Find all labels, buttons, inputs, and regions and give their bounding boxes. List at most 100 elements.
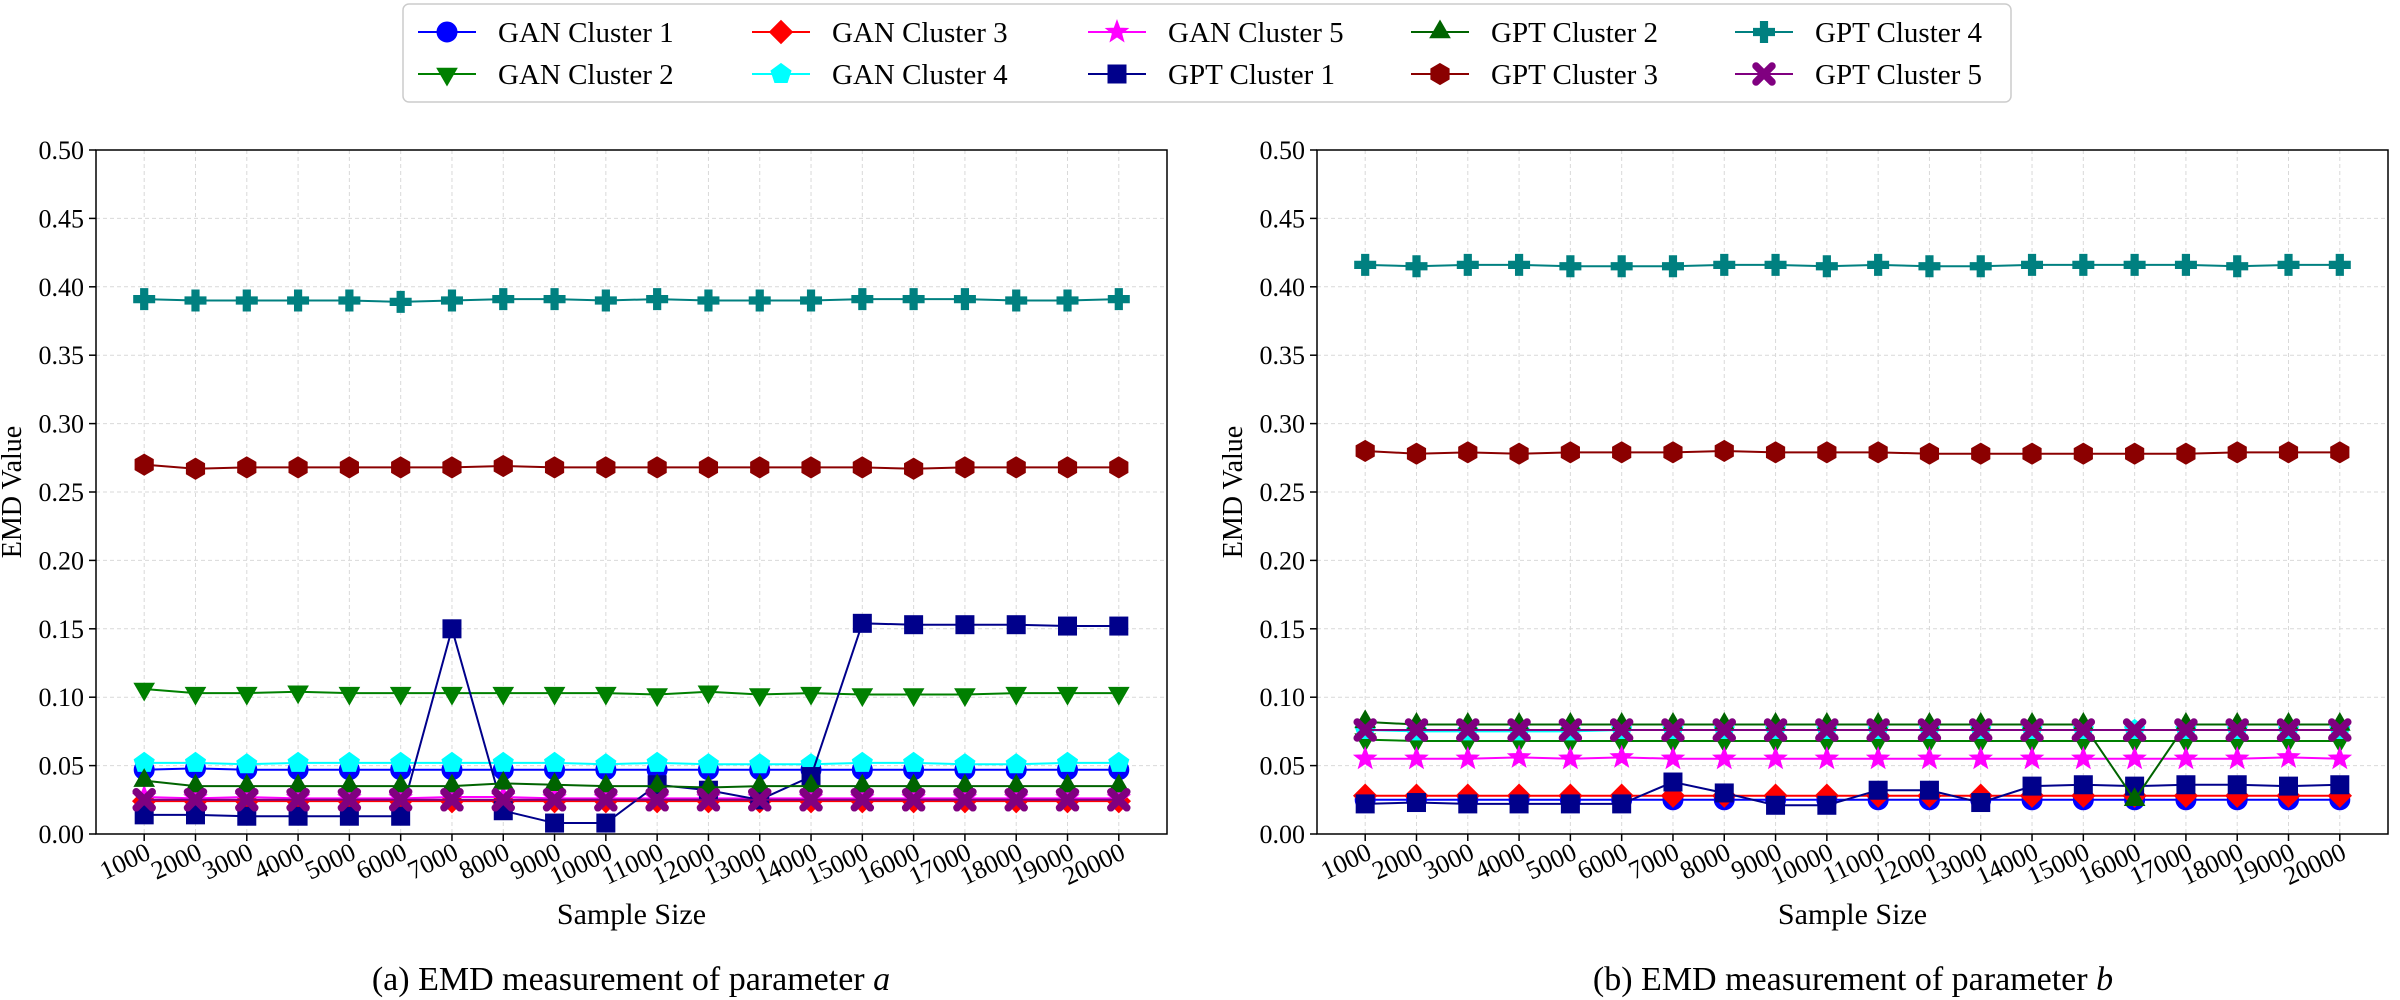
data-point-gpt3 [2278, 441, 2299, 464]
data-point-gpt1 [1663, 772, 1683, 792]
data-point-gpt4 [440, 289, 463, 312]
data-point-gpt4 [2277, 253, 2300, 276]
data-point-gpt4 [1610, 255, 1633, 278]
data-point-gpt5 [1763, 718, 1788, 742]
data-point-gpt3 [852, 456, 872, 479]
grid [96, 149, 1167, 835]
data-point-gpt4 [1661, 255, 1684, 278]
legend-marker-gpt3 [1430, 62, 1450, 86]
data-point-gan2 [595, 686, 617, 706]
data-point-gpt5 [2174, 718, 2198, 742]
data-point-gpt4 [287, 289, 310, 312]
data-point-gpt5 [1353, 718, 1377, 742]
data-point-gpt4 [2123, 253, 2146, 276]
data-point-gpt5 [1004, 788, 1028, 812]
data-point-gpt3 [801, 456, 821, 479]
data-point-gpt5 [337, 788, 362, 812]
data-point-gpt3 [1458, 441, 1478, 464]
series-gan1 [133, 757, 1130, 781]
data-point-gpt4 [697, 289, 720, 312]
y-tick-label: 0.50 [1260, 136, 1306, 165]
data-point-gan2 [902, 688, 925, 707]
data-point-gan4 [1056, 751, 1079, 772]
x-tick-label: 4000 [1470, 837, 1529, 885]
y-tick-label: 0.20 [39, 546, 85, 575]
y-tick-label: 0.10 [39, 683, 85, 712]
data-point-gpt1 [1612, 794, 1632, 814]
data-point-gpt4 [1969, 255, 1992, 278]
data-point-gpt5 [1712, 718, 1737, 742]
data-point-gan2 [441, 686, 463, 706]
legend-label-gan5: GAN Cluster 5 [1168, 17, 1344, 49]
data-point-gpt4 [1713, 253, 1736, 276]
x-tick-label: 1000 [1316, 837, 1375, 885]
data-point-gpt1 [2227, 775, 2247, 795]
data-point-gpt5 [2020, 718, 2044, 742]
series-gpt4 [1354, 253, 2351, 278]
x-tick-label: 6000 [1573, 837, 1632, 885]
data-point-gpt3 [904, 457, 924, 480]
data-point-gpt4 [235, 289, 258, 312]
y-tick-label: 0.20 [1260, 546, 1306, 575]
data-point-gpt3 [1714, 439, 1734, 463]
y-tick-label: 0.40 [1260, 273, 1306, 302]
data-point-gpt4 [1764, 253, 1787, 276]
caption-variable: a [873, 961, 890, 998]
data-point-gan4 [338, 751, 360, 772]
x-tick-label: 6000 [352, 837, 411, 885]
data-point-gpt4 [1405, 255, 1428, 278]
y-tick-label: 0.45 [39, 204, 85, 233]
legend-marker-gpt5 [1752, 62, 1776, 86]
data-point-gan2 [1005, 686, 1028, 706]
data-point-gpt5 [645, 788, 669, 812]
data-point-gpt5 [850, 788, 875, 812]
data-point-gpt2 [1005, 773, 1028, 793]
data-point-gan5 [2173, 745, 2199, 770]
data-point-gpt3 [2073, 442, 2093, 465]
data-point-gan5 [2327, 745, 2353, 770]
data-point-gpt1 [2279, 776, 2299, 796]
data-point-gpt3 [1560, 441, 1580, 464]
data-point-gpt4 [492, 288, 515, 311]
data-point-gpt5 [388, 788, 413, 812]
legend-marker-gan5 [1104, 19, 1130, 43]
data-point-gpt4 [543, 288, 566, 311]
data-point-gpt3 [955, 456, 975, 479]
data-point-gpt2 [184, 773, 207, 793]
data-point-gpt2 [800, 773, 822, 793]
data-point-gpt4 [646, 288, 669, 311]
series-gpt1 [1355, 772, 2350, 815]
data-point-gan4 [749, 753, 771, 774]
data-point-gpt5 [1404, 718, 1429, 742]
data-point-gpt1 [2073, 775, 2093, 795]
data-point-gpt1 [1406, 793, 1426, 813]
data-point-gan4 [646, 751, 668, 772]
y-tick-label: 0.25 [39, 478, 85, 507]
data-point-gpt1 [391, 806, 411, 826]
data-point-gan2 [235, 686, 258, 706]
data-point-gpt1 [185, 805, 205, 825]
data-point-gan4 [903, 751, 925, 772]
data-point-gan5 [1506, 744, 1532, 768]
data-point-gan2 [133, 682, 156, 702]
series-gpt5 [1353, 718, 2352, 742]
data-point-gpt2 [2123, 787, 2146, 807]
x-tick-label: 5000 [301, 837, 360, 885]
data-point-gpt4 [902, 288, 925, 311]
series-gpt2 [133, 768, 1130, 794]
legend-label-gpt3: GPT Cluster 3 [1491, 59, 1658, 91]
data-point-gan2 [287, 685, 309, 705]
data-point-gpt2 [1056, 773, 1079, 793]
data-point-gpt4 [338, 289, 361, 312]
data-point-gpt3 [750, 456, 770, 479]
x-tick-label: 8000 [454, 837, 513, 885]
data-point-gpt4 [748, 289, 771, 312]
series-gpt3 [134, 453, 1129, 480]
legend-marker-gan1 [436, 21, 458, 43]
data-point-gpt4 [1815, 255, 1838, 278]
x-tick-label: 7000 [1624, 837, 1683, 885]
y-tick-label: 0.00 [1260, 820, 1306, 849]
subfigure-caption: (a) EMD measurement of parameter a [372, 961, 890, 998]
data-point-gpt1 [1109, 616, 1129, 636]
